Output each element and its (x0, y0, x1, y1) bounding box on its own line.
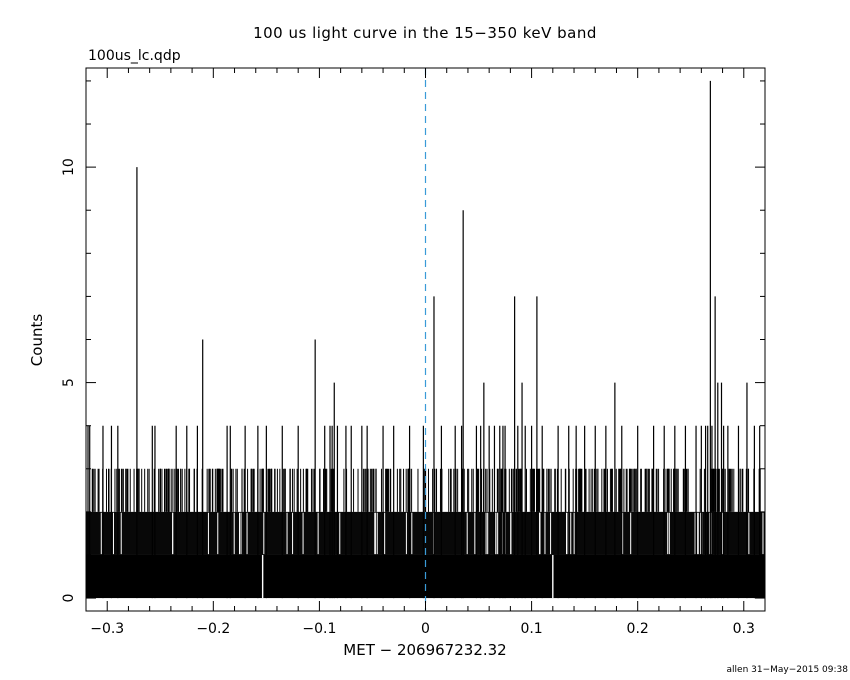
file-label: 100us_lc.qdp (88, 48, 181, 64)
x-tick-label: 0.1 (520, 621, 542, 637)
spike-bins (87, 80, 761, 599)
x-tick-label: −0.2 (196, 621, 230, 637)
x-tick-label: −0.3 (90, 621, 124, 637)
data-bars (86, 80, 765, 599)
x-tick-label: 0 (421, 621, 430, 637)
y-tick-label: 0 (61, 594, 77, 603)
y-tick-label: 5 (61, 378, 77, 387)
chart-title: 100 us light curve in the 15−350 keV ban… (253, 24, 597, 42)
y-axis-ticks: 0 5 10 (61, 80, 765, 603)
bins-level-3 (91, 468, 761, 512)
x-axis-label: MET − 206967232.32 (343, 641, 506, 659)
x-tick-label: 0.2 (627, 621, 649, 637)
zero-bins (261, 554, 554, 599)
y-tick-label: 10 (61, 158, 77, 176)
noise-band-1-2 (86, 511, 765, 555)
x-tick-label: −0.1 (302, 621, 336, 637)
x-tick-label: 0.3 (733, 621, 755, 637)
x-axis-ticks: −0.3 −0.2 −0.1 0 0.1 0.2 0.3 (90, 68, 755, 637)
footer-stamp: allen 31−May−2015 09:38 (727, 665, 849, 675)
y-axis-label: Counts (28, 314, 46, 367)
